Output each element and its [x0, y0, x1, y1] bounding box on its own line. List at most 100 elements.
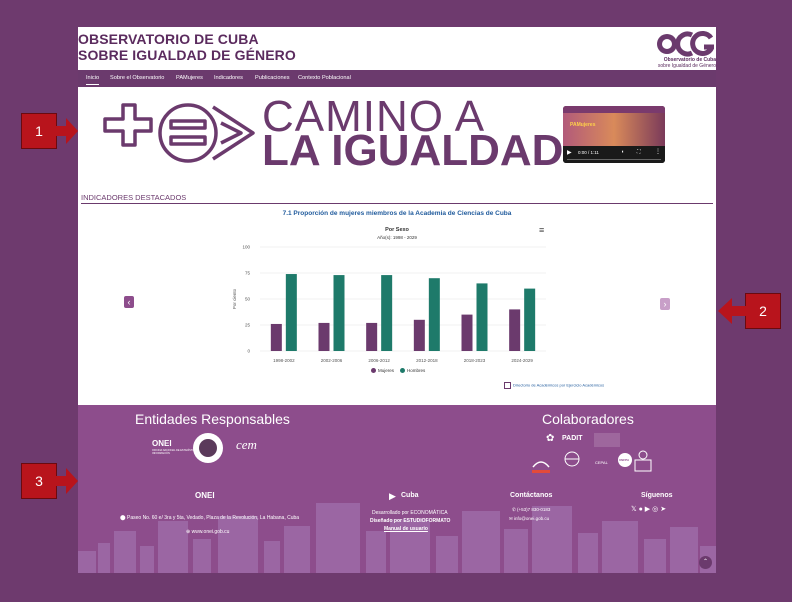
- nav-item-sobre[interactable]: Sobre el Observatorio: [110, 75, 165, 81]
- site-title-line2: SOBRE IGUALDAD DE GÉNERO: [78, 47, 296, 63]
- instagram-icon[interactable]: ◎: [652, 506, 659, 513]
- youtube-icon[interactable]: ▶: [644, 506, 651, 513]
- y-tick-label: 0: [247, 349, 250, 354]
- bar-hombres: [428, 278, 440, 351]
- bar-mujeres: [270, 323, 282, 351]
- legend-hombres[interactable]: Hombres: [400, 368, 425, 374]
- back-to-top-button[interactable]: ⌃: [699, 556, 712, 569]
- developed-by[interactable]: Desarrollado por ECONOMÁTICA: [372, 510, 448, 516]
- section-title: INDICADORES DESTACADOS: [81, 193, 187, 202]
- padit-logo[interactable]: ✿ PADIT: [546, 433, 606, 447]
- x-tick-label: 2012-2018: [416, 358, 438, 363]
- collab-logo-hands-icon[interactable]: [530, 453, 552, 475]
- ocg-logo[interactable]: Observatorio de Cuba sobre Igualdad de G…: [656, 27, 716, 70]
- nav-item-inicio[interactable]: Inicio: [86, 70, 100, 85]
- phone-text: (+53)7 830-0183: [517, 507, 551, 512]
- undp-logo-icon[interactable]: [634, 450, 652, 472]
- more-options-icon[interactable]: ⋮: [655, 149, 661, 155]
- cepal-logo-text: CEPAL: [595, 460, 608, 465]
- logo-sub-line2: sobre Igualdad de Género: [657, 63, 716, 69]
- site-footer: Entidades Responsables Colaboradores ONE…: [78, 405, 716, 573]
- entities-title: Entidades Responsables: [135, 411, 290, 427]
- site-title[interactable]: OBSERVATORIO DE CUBA SOBRE IGUALDAD DE G…: [78, 31, 296, 63]
- follow-title: Síguenos: [641, 492, 673, 499]
- carousel-prev-button[interactable]: ‹: [124, 296, 134, 308]
- cem-logo[interactable]: cem: [234, 437, 270, 459]
- unfpa-logo-text: UNFPA: [619, 458, 630, 462]
- phone[interactable]: ✆ (+53)7 830-0183: [512, 507, 550, 513]
- play-icon[interactable]: ▶: [567, 150, 572, 156]
- footer-onei-logo[interactable]: ONEI: [195, 491, 215, 500]
- legend-mujeres[interactable]: Mujeres: [371, 368, 395, 374]
- main-nav: Inicio Sobre el Observatorio PAMujeres I…: [78, 70, 716, 87]
- document-icon: [504, 382, 511, 389]
- annotation-marker-1: 1: [22, 114, 56, 148]
- directory-link[interactable]: Directorio de Académicos por Ejercicio A…: [504, 382, 604, 389]
- legend-dot-mujeres: [371, 368, 376, 374]
- volume-icon[interactable]: ◖: [621, 149, 625, 155]
- carousel-next-button[interactable]: ›: [660, 298, 670, 310]
- fullscreen-icon[interactable]: ⛶: [637, 149, 641, 155]
- annotation-marker-3: 3: [22, 464, 56, 498]
- seal-logo-icon[interactable]: [193, 433, 223, 463]
- equality-symbol-icon: [103, 103, 255, 163]
- designed-by[interactable]: Diseñado por ESTUDIOFORMATO: [370, 518, 451, 524]
- site-title-line1: OBSERVATORIO DE CUBA: [78, 31, 259, 47]
- x-twitter-icon[interactable]: 𝕏: [631, 506, 637, 513]
- onei-logo-text: ONEI: [152, 439, 172, 448]
- chart-subtitle: Por Sexo: [385, 227, 409, 233]
- y-tick-label: 100: [242, 245, 250, 250]
- nav-item-publicaciones[interactable]: Publicaciones: [255, 75, 290, 81]
- email-text: info@onei.gob.cu: [514, 516, 550, 521]
- nav-item-pamujeres[interactable]: PAMujeres: [176, 75, 203, 81]
- annotation-marker-2: 2: [746, 294, 780, 328]
- site-header: OBSERVATORIO DE CUBA SOBRE IGUALDAD DE G…: [78, 27, 716, 70]
- video-progress[interactable]: [567, 159, 661, 160]
- video-thumb-label: PAMujeres: [570, 122, 596, 128]
- manual-link[interactable]: Manual de usuario: [384, 526, 428, 532]
- cuba-flag-icon: ▶: [389, 491, 396, 501]
- chart-menu-icon[interactable]: ≡: [539, 225, 545, 235]
- facebook-icon[interactable]: ●: [638, 506, 643, 513]
- x-tick-label: 2018-2023: [464, 358, 486, 363]
- unfpa-logo[interactable]: UNFPA: [618, 453, 632, 467]
- bar-mujeres: [318, 322, 330, 351]
- chart-title[interactable]: 7.1 Proporción de mujeres miembros de la…: [282, 210, 512, 217]
- bar-mujeres: [413, 319, 425, 351]
- email[interactable]: ✉ info@onei.gob.cu: [509, 516, 549, 522]
- bar-mujeres: [509, 309, 521, 351]
- contact-title: Contáctanos: [510, 492, 553, 499]
- cuba-logo-text: Cuba: [401, 492, 419, 499]
- legend-label-mujeres: Mujeres: [378, 368, 395, 373]
- cepal-logo[interactable]: CEPAL: [595, 454, 615, 468]
- mail-icon: ✉: [509, 516, 515, 521]
- phone-icon: ✆: [512, 507, 518, 512]
- onei-logo-sub: OFICINA NACIONAL DE ESTADÍSTICA E INFORM…: [152, 449, 199, 455]
- nav-item-indicadores[interactable]: Indicadores: [214, 75, 243, 81]
- address: ⬤ Paseo No. 60 e/ 3ra y 5ta, Vedado, Pla…: [120, 515, 299, 521]
- telegram-icon[interactable]: ➤: [660, 506, 667, 513]
- cuba-logo[interactable]: ▶ Cuba: [389, 491, 423, 505]
- video-player[interactable]: PAMujeres ▶ 0:00 / 1:11 ◖ ⛶ ⋮: [563, 106, 665, 163]
- website-text: www.onei.gob.cu: [191, 529, 230, 535]
- ocg-logo-icon: [657, 31, 714, 57]
- y-tick-label: 50: [245, 297, 251, 302]
- section-divider: [81, 203, 713, 204]
- onei-logo[interactable]: ONEI OFICINA NACIONAL DE ESTADÍSTICA E I…: [152, 439, 199, 457]
- un-logo-icon[interactable]: [561, 450, 583, 472]
- collaborators-title: Colaboradores: [542, 411, 634, 427]
- x-tick-label: 2002-2006: [321, 358, 343, 363]
- nav-item-contexto[interactable]: Contexto Poblacional: [298, 75, 351, 81]
- hero-title-line1: CAMINO A: [262, 92, 486, 141]
- y-tick-label: 75: [245, 271, 251, 276]
- ine-logo-icon[interactable]: [594, 433, 620, 447]
- bar-mujeres: [461, 314, 473, 351]
- hero-title-line2: LA IGUALDAD: [262, 126, 564, 175]
- padit-logo-text: PADIT: [562, 435, 583, 442]
- website-link[interactable]: ⊕ www.onei.gob.cu: [186, 529, 229, 535]
- bar-hombres: [476, 283, 488, 351]
- bar-hombres: [333, 275, 345, 351]
- flower-icon: ✿: [546, 433, 555, 444]
- cem-logo-text: cem: [236, 437, 257, 452]
- video-topbar: [563, 106, 665, 113]
